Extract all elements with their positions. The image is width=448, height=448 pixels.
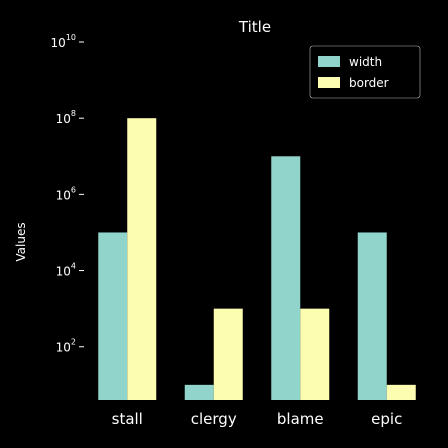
bar-stall-width: [98, 232, 128, 400]
bars: [98, 118, 416, 400]
bar-blame-width: [271, 156, 301, 400]
y-tick-label: 104: [56, 262, 76, 279]
x-axis-ticks: stall clergy blame epic: [112, 410, 403, 428]
y-axis-label: Values: [14, 222, 28, 261]
legend-swatch-border: [318, 77, 340, 88]
chart-title: Title: [238, 18, 271, 36]
y-tick-label: 102: [56, 338, 76, 355]
legend-label-width: width: [349, 55, 382, 69]
bar-epic-width: [357, 232, 387, 400]
bar-stall-border: [127, 118, 157, 400]
x-tick-label-blame: blame: [277, 410, 324, 428]
y-tick-label: 106: [56, 185, 76, 202]
bar-clergy-border: [213, 308, 243, 400]
bar-epic-border: [386, 384, 416, 400]
x-tick-label-epic: epic: [371, 410, 402, 428]
bar-clergy-width: [184, 384, 214, 400]
y-tick-label: 1010: [51, 33, 76, 50]
legend-swatch-width: [318, 56, 340, 67]
x-tick-label-clergy: clergy: [191, 410, 237, 428]
y-tick-label: 108: [56, 109, 76, 126]
y-axis-ticks: 102 104 106 108 1010: [51, 33, 84, 355]
legend: width border: [309, 45, 421, 99]
bar-blame-border: [300, 308, 330, 400]
legend-frame: [309, 45, 421, 99]
x-tick-label-stall: stall: [112, 410, 143, 428]
legend-label-border: border: [349, 76, 389, 90]
